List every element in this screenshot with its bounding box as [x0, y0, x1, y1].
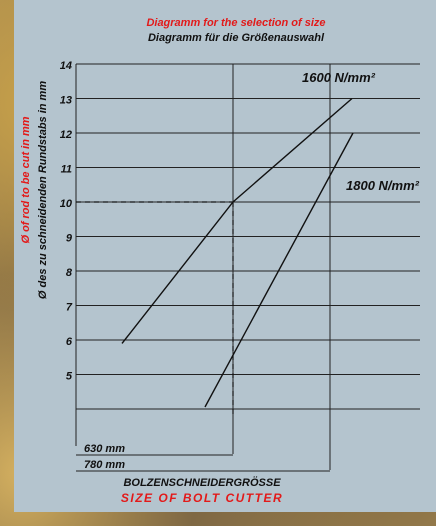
series-line-1800 — [204, 132, 354, 408]
series-label-1600: 1600 N/mm² — [302, 70, 376, 85]
size-label-780: 780 mm — [84, 459, 125, 471]
y-ticks: 14 13 12 11 10 9 8 7 6 5 — [60, 60, 73, 383]
y-tick-label: 5 — [66, 371, 73, 383]
size-label-630: 630 mm — [84, 443, 125, 455]
y-tick-label: 11 — [61, 164, 72, 176]
y-axis-label-en: Ø of rod to be cut in mm — [20, 116, 32, 243]
y-tick-label: 7 — [66, 302, 73, 314]
y-tick-label: 14 — [60, 60, 72, 72]
chart-subtitle: Diagramm für die Größenauswahl — [148, 32, 325, 44]
y-tick-label: 9 — [66, 233, 73, 245]
x-axis-label-de: BOLZENSCHNEIDERGRÖSSE — [123, 476, 281, 489]
chart-panel — [14, 0, 436, 512]
y-tick-label: 6 — [66, 336, 73, 348]
y-tick-label: 8 — [66, 267, 73, 279]
x-axis-label-en: SIZE OF BOLT CUTTER — [121, 491, 283, 505]
y-tick-label: 13 — [60, 95, 72, 107]
grid — [75, 63, 420, 472]
y-axis-label-de: Ø des zu schneidenden Rundstabs in mm — [37, 81, 49, 299]
series-line-1600 — [121, 97, 353, 344]
guide-lines — [76, 201, 234, 414]
series-label-1800: 1800 N/mm² — [346, 178, 420, 193]
y-tick-label: 12 — [60, 129, 72, 141]
y-tick-label: 10 — [60, 198, 73, 210]
chart-title: Diagramm for the selection of size — [146, 17, 325, 29]
series-lines — [121, 97, 354, 408]
